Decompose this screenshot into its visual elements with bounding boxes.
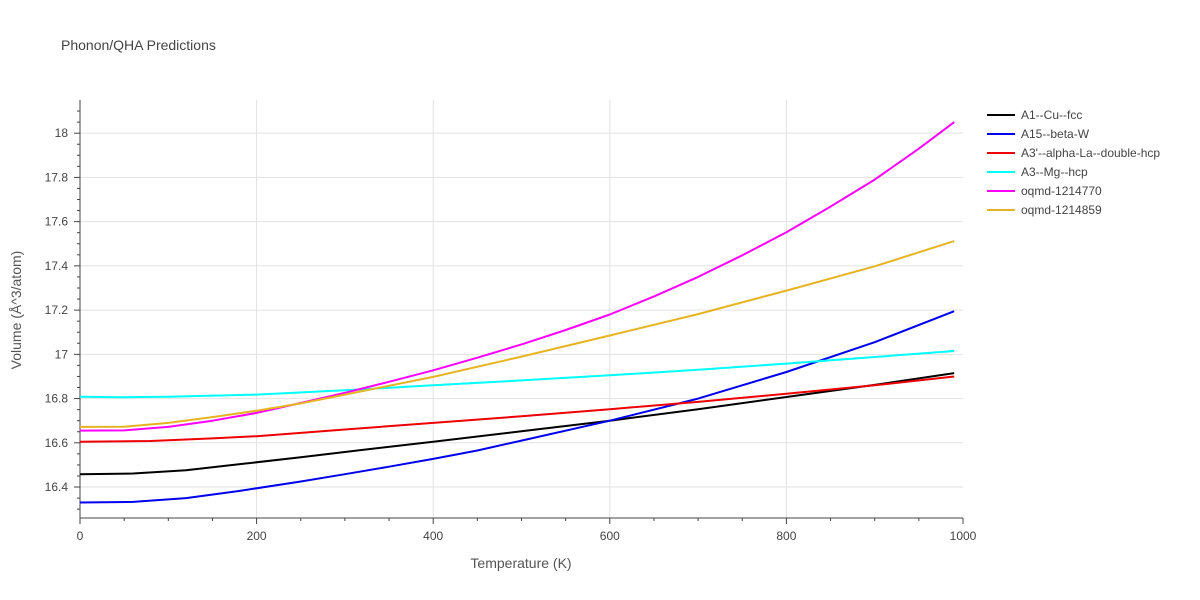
- y-tick-label: 18: [55, 126, 69, 140]
- legend: A1--Cu--fcc A15--beta-W A3'--alpha-La--dou…: [987, 108, 1160, 217]
- x-tick-label: 0: [77, 529, 84, 543]
- x-tick-label: 400: [423, 529, 443, 543]
- chart-title: Phonon/QHA Predictions: [61, 37, 216, 53]
- series-line-6: [79, 240, 955, 428]
- grid: [80, 100, 963, 518]
- series-line-2: [79, 310, 955, 504]
- legend-item-label: A3--Mg--hcp: [1021, 165, 1088, 179]
- series-line-5: [79, 121, 955, 432]
- legend-item-label: A1--Cu--fcc: [1021, 108, 1082, 122]
- y-tick-label: 16.8: [45, 392, 69, 406]
- y-tick-label: 16.6: [45, 436, 69, 450]
- series-line-1: [79, 372, 955, 476]
- legend-item-label: oqmd-1214770: [1021, 184, 1102, 198]
- y-tick-label: 17.4: [45, 259, 69, 273]
- y-tick-label: 17.8: [45, 170, 69, 184]
- series-line-3: [79, 375, 955, 443]
- x-tick-label: 600: [600, 529, 620, 543]
- legend-item-label: oqmd-1214859: [1021, 203, 1102, 217]
- y-tick-label: 17.2: [45, 303, 69, 317]
- y-tick-label: 17.6: [45, 215, 69, 229]
- legend-item-label: A15--beta-W: [1021, 127, 1090, 141]
- y-axis-title: Volume (Å^3/atom): [8, 251, 24, 370]
- y-tick-label: 16.4: [45, 480, 69, 494]
- x-tick-label: 800: [776, 529, 796, 543]
- y-tick-label: 17: [55, 347, 69, 361]
- series-layer: [79, 121, 955, 504]
- x-axis-title: Temperature (K): [470, 555, 571, 571]
- axes: 0 200 400 600 800 1000 16.4 16.6 16.8 17 17.2 17.4 1…: [45, 100, 977, 543]
- x-tick-label: 1000: [950, 529, 977, 543]
- legend-item-label: A3'--alpha-La--double-hcp: [1021, 146, 1160, 160]
- series-line-4: [79, 350, 955, 399]
- x-tick-label: 200: [247, 529, 267, 543]
